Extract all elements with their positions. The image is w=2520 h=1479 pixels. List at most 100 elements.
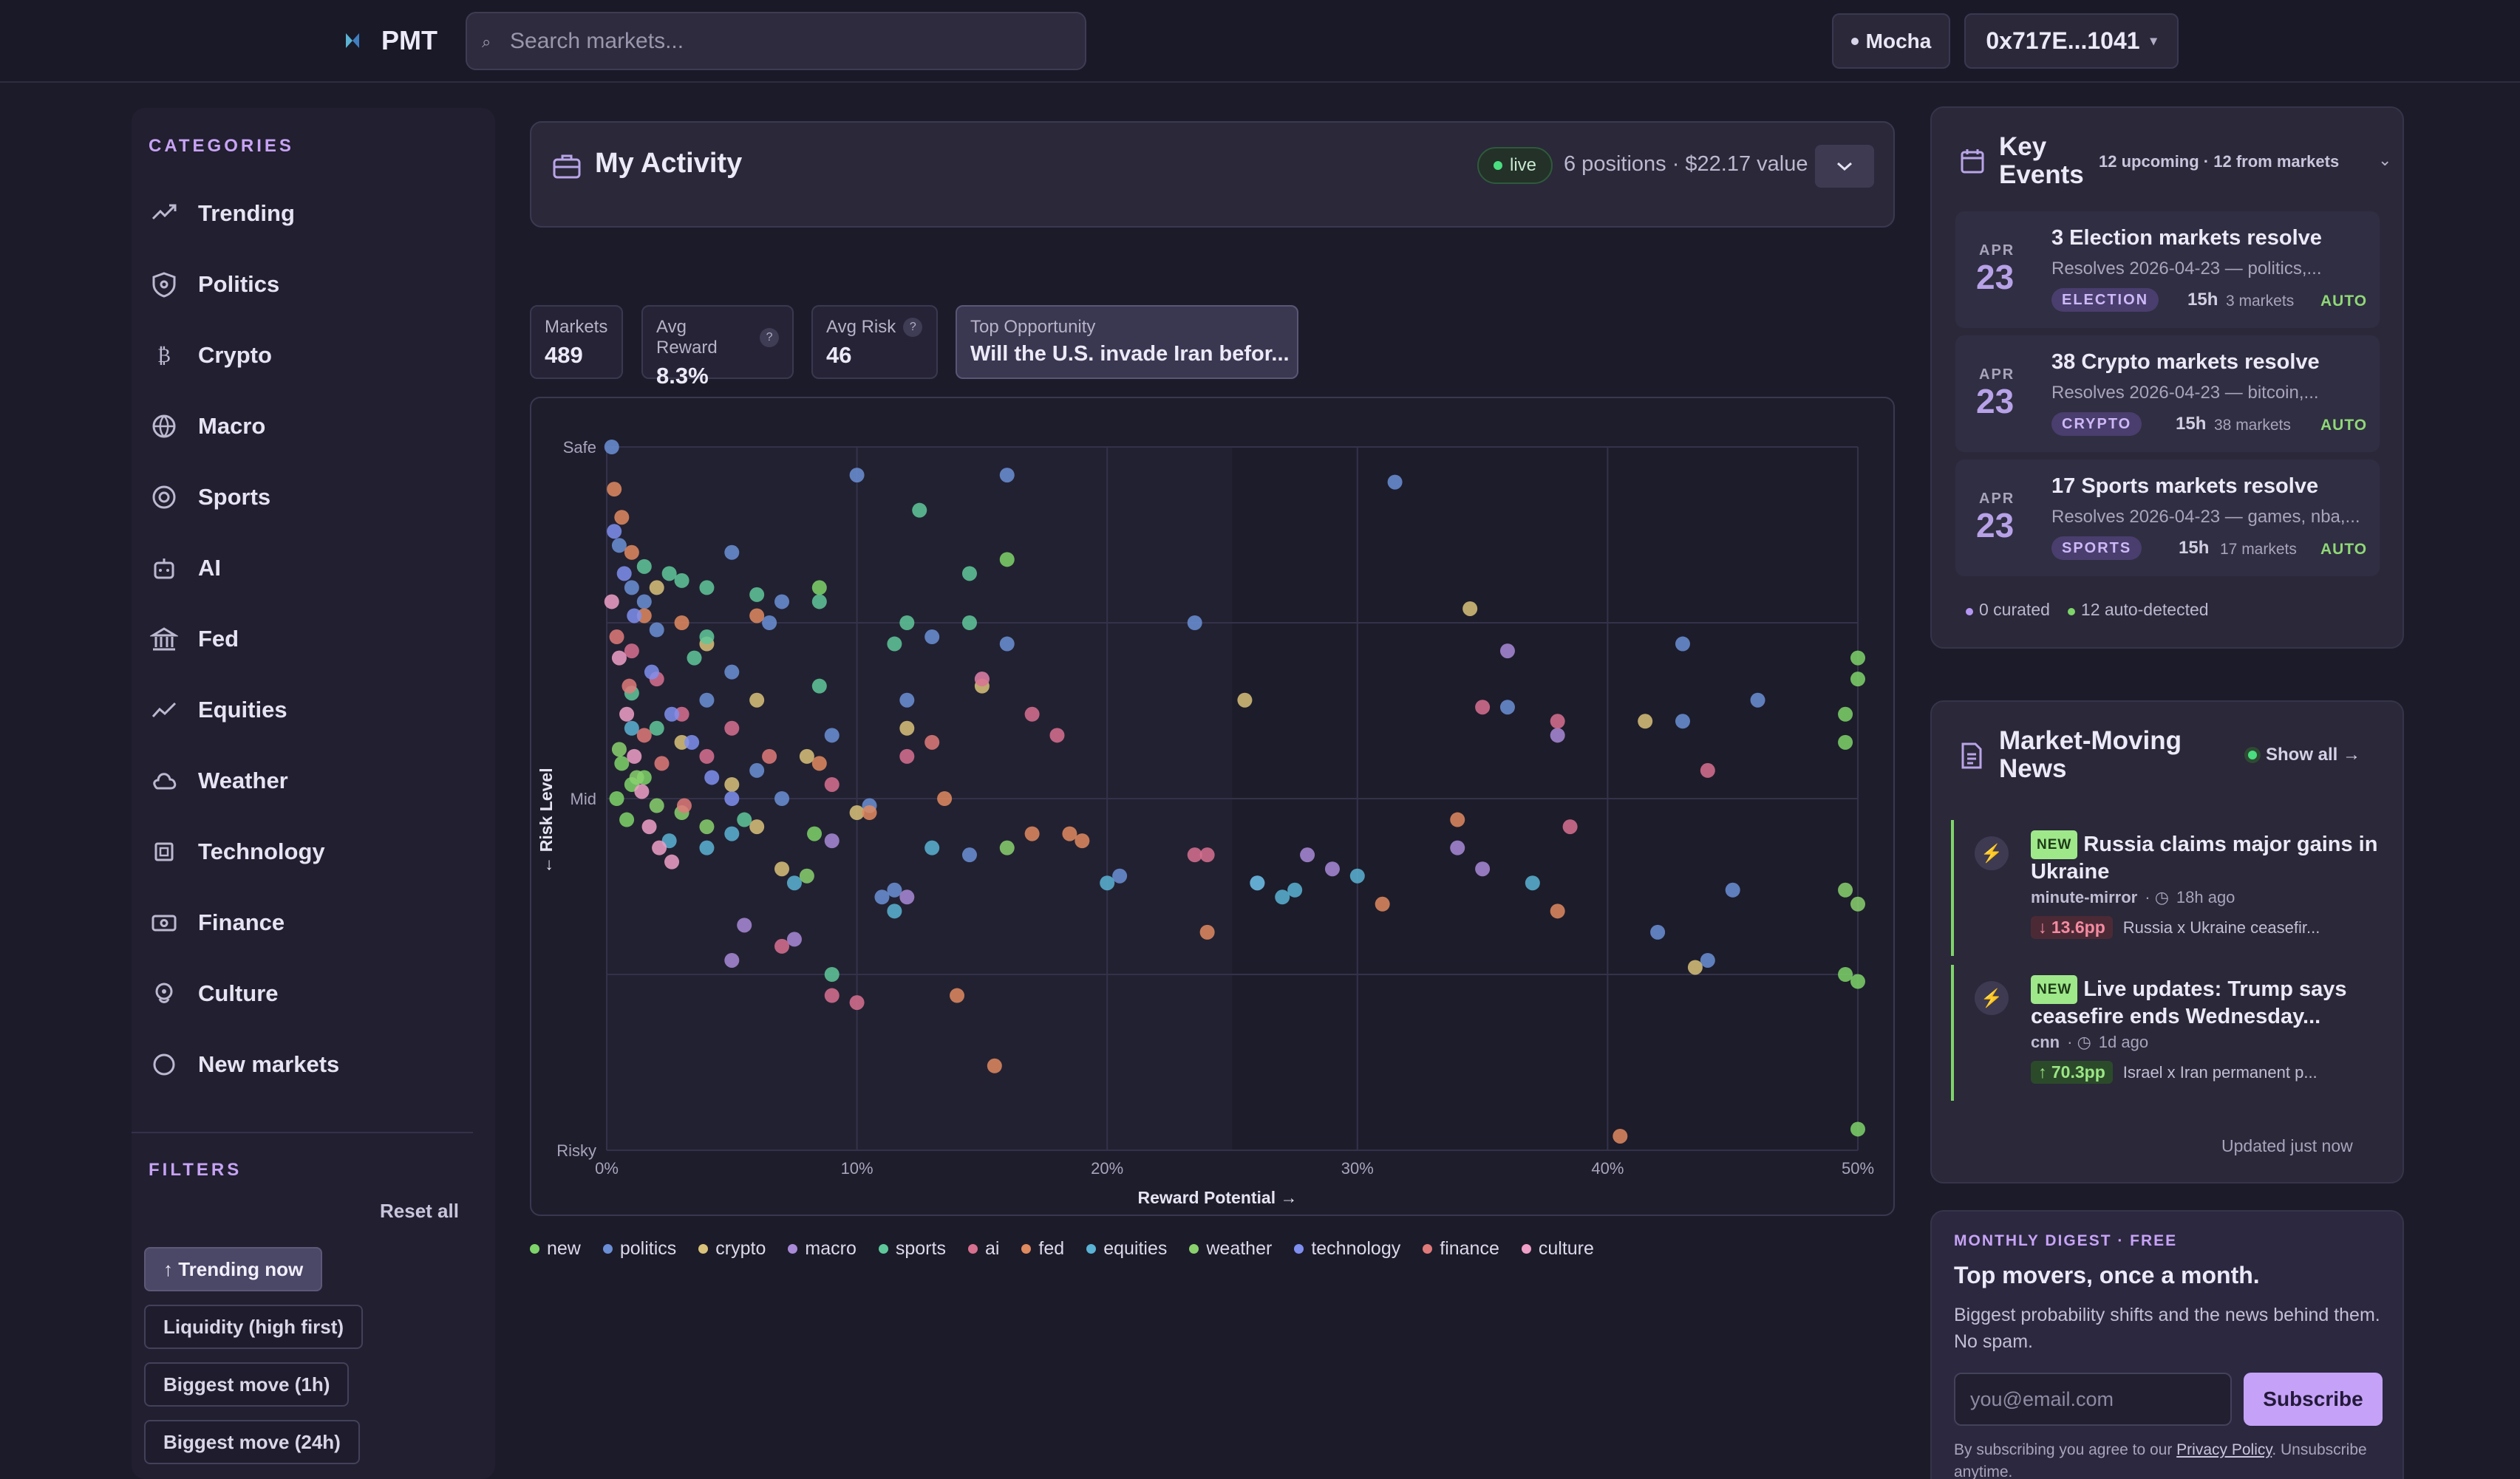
scatter-point-ai[interactable] — [1024, 706, 1040, 722]
scatter-point-sports[interactable] — [961, 566, 977, 581]
scatter-point-new[interactable] — [811, 580, 827, 595]
scatter-point-macro[interactable] — [737, 918, 752, 933]
sidebar-item-macro[interactable]: Macro — [148, 400, 473, 452]
event-item[interactable]: APR 23 38 Crypto markets resolve Resolve… — [1955, 335, 2380, 452]
scatter-point-sports[interactable] — [811, 678, 827, 694]
scatter-point-ai[interactable] — [824, 776, 840, 792]
scatter-point-fed[interactable] — [987, 1058, 1002, 1073]
subscribe-button[interactable]: Subscribe — [2244, 1373, 2383, 1426]
scatter-point-crypto[interactable] — [724, 776, 740, 792]
scatter-point-finance[interactable] — [654, 756, 670, 771]
scatter-point-crypto[interactable] — [774, 861, 790, 877]
legend-item-equities[interactable]: equities — [1086, 1238, 1167, 1260]
scatter-point-ai[interactable] — [1475, 700, 1491, 715]
scatter-point-equities[interactable] — [786, 875, 802, 891]
scatter-point-politics[interactable] — [774, 791, 790, 806]
scatter-point-equities[interactable] — [624, 720, 639, 736]
scatter-point-new[interactable] — [1838, 967, 1853, 982]
email-field[interactable] — [1954, 1373, 2232, 1426]
news-market[interactable]: Israel x Iran permanent p... — [2122, 1062, 2318, 1082]
scatter-point-politics[interactable] — [899, 692, 915, 708]
scatter-point-politics[interactable] — [699, 692, 715, 708]
scatter-point-finance[interactable] — [924, 734, 940, 750]
scatter-point-macro[interactable] — [899, 889, 915, 905]
scatter-point-fed[interactable] — [1375, 896, 1390, 912]
scatter-point-fed[interactable] — [1450, 812, 1465, 827]
chevron-down-icon[interactable]: ⌄ — [2378, 151, 2392, 169]
scatter-point-politics[interactable] — [1675, 636, 1690, 652]
scatter-point-sports[interactable] — [737, 812, 752, 827]
scatter-point-politics[interactable] — [724, 664, 740, 680]
scatter-point-culture[interactable] — [634, 784, 650, 799]
scatter-point-ai[interactable] — [1562, 819, 1578, 835]
expand-activity-button[interactable] — [1815, 145, 1874, 188]
privacy-policy-link[interactable]: Privacy Policy — [2176, 1441, 2272, 1458]
scatter-point-politics[interactable] — [749, 762, 765, 778]
scatter-point-fed[interactable] — [607, 482, 622, 497]
reset-all-button[interactable]: Reset all — [380, 1200, 459, 1222]
legend-item-politics[interactable]: politics — [602, 1238, 676, 1260]
scatter-point-equities[interactable] — [1525, 875, 1540, 891]
legend-item-new[interactable]: new — [530, 1238, 581, 1260]
scatter-point-politics[interactable] — [874, 889, 890, 905]
sidebar-item-politics[interactable]: Politics — [148, 259, 473, 310]
scatter-point-culture[interactable] — [604, 594, 619, 609]
scatter-point-new[interactable] — [1850, 650, 1865, 666]
scatter-point-macro[interactable] — [1324, 861, 1340, 877]
scatter-point-technology[interactable] — [684, 734, 700, 750]
scatter-point-ai[interactable] — [774, 938, 790, 954]
scatter-point-sports[interactable] — [912, 502, 927, 518]
scatter-point-ai[interactable] — [974, 672, 990, 687]
scatter-point-macro[interactable] — [1300, 847, 1315, 863]
scatter-point-politics[interactable] — [999, 468, 1015, 483]
scatter-point-crypto[interactable] — [749, 692, 765, 708]
scatter-point-politics[interactable] — [604, 440, 619, 454]
scatter-point-politics[interactable] — [824, 728, 840, 743]
scatter-point-ai[interactable] — [849, 995, 865, 1011]
scatter-point-sports[interactable] — [699, 580, 715, 595]
scatter-point-ai[interactable] — [1199, 847, 1215, 863]
scatter-point-sports[interactable] — [824, 967, 840, 982]
scatter-point-ai[interactable] — [624, 643, 639, 659]
scatter-point-crypto[interactable] — [1687, 960, 1703, 975]
scatter-point-politics[interactable] — [849, 468, 865, 483]
scatter-point-equities[interactable] — [887, 904, 902, 919]
scatter-point-culture[interactable] — [664, 854, 680, 870]
scatter-point-crypto[interactable] — [799, 748, 814, 764]
scatter-point-weather[interactable] — [629, 770, 644, 785]
scatter-point-weather[interactable] — [699, 819, 715, 835]
sidebar-item-finance[interactable]: Finance — [148, 897, 473, 949]
scatter-point-fed[interactable] — [862, 805, 877, 821]
scatter-point-equities[interactable] — [1275, 889, 1290, 905]
logo-text[interactable]: PMT — [381, 25, 437, 55]
scatter-point-technology[interactable] — [704, 770, 720, 785]
wallet-button[interactable]: 0x717E...1041 ▾ — [1964, 13, 2179, 69]
scatter-point-politics[interactable] — [887, 882, 902, 898]
event-item[interactable]: APR 23 17 Sports markets resolve Resolve… — [1955, 460, 2380, 576]
risk-reward-scatter[interactable]: 0% 10% 20% 30% 40% 50% Safe Mid Risky Reward Pote… — [530, 397, 1895, 1216]
scatter-point-politics[interactable] — [924, 629, 940, 645]
scatter-point-macro[interactable] — [1450, 840, 1465, 855]
scatter-point-politics[interactable] — [649, 622, 664, 638]
filter-chip-liquidity[interactable]: Liquidity (high first) — [144, 1305, 364, 1349]
scatter-point-fed[interactable] — [624, 544, 639, 560]
scatter-point-finance[interactable] — [622, 678, 637, 694]
event-item[interactable]: APR 23 3 Election markets resolve Resolv… — [1955, 211, 2380, 328]
scatter-point-technology[interactable] — [607, 524, 622, 539]
scatter-point-sports[interactable] — [811, 594, 827, 609]
show-all-news-link[interactable]: Show all → — [2248, 745, 2360, 765]
scatter-point-macro[interactable] — [1475, 861, 1491, 877]
scatter-point-crypto[interactable] — [899, 720, 915, 736]
scatter-point-weather[interactable] — [611, 742, 627, 757]
legend-item-sports[interactable]: sports — [878, 1238, 946, 1260]
scatter-point-ai[interactable] — [1049, 728, 1065, 743]
scatter-point-fed[interactable] — [950, 988, 965, 1003]
scatter-point-sports[interactable] — [674, 573, 689, 588]
scatter-point-technology[interactable] — [627, 608, 642, 624]
scatter-point-macro[interactable] — [1550, 728, 1565, 743]
scatter-point-ai[interactable] — [899, 748, 915, 764]
scatter-point-culture[interactable] — [652, 840, 667, 855]
scatter-point-fed[interactable] — [1062, 826, 1077, 841]
scatter-point-fed[interactable] — [614, 510, 630, 525]
top-opportunity-card[interactable]: Top Opportunity Will the U.S. invade Ira… — [956, 305, 1298, 379]
